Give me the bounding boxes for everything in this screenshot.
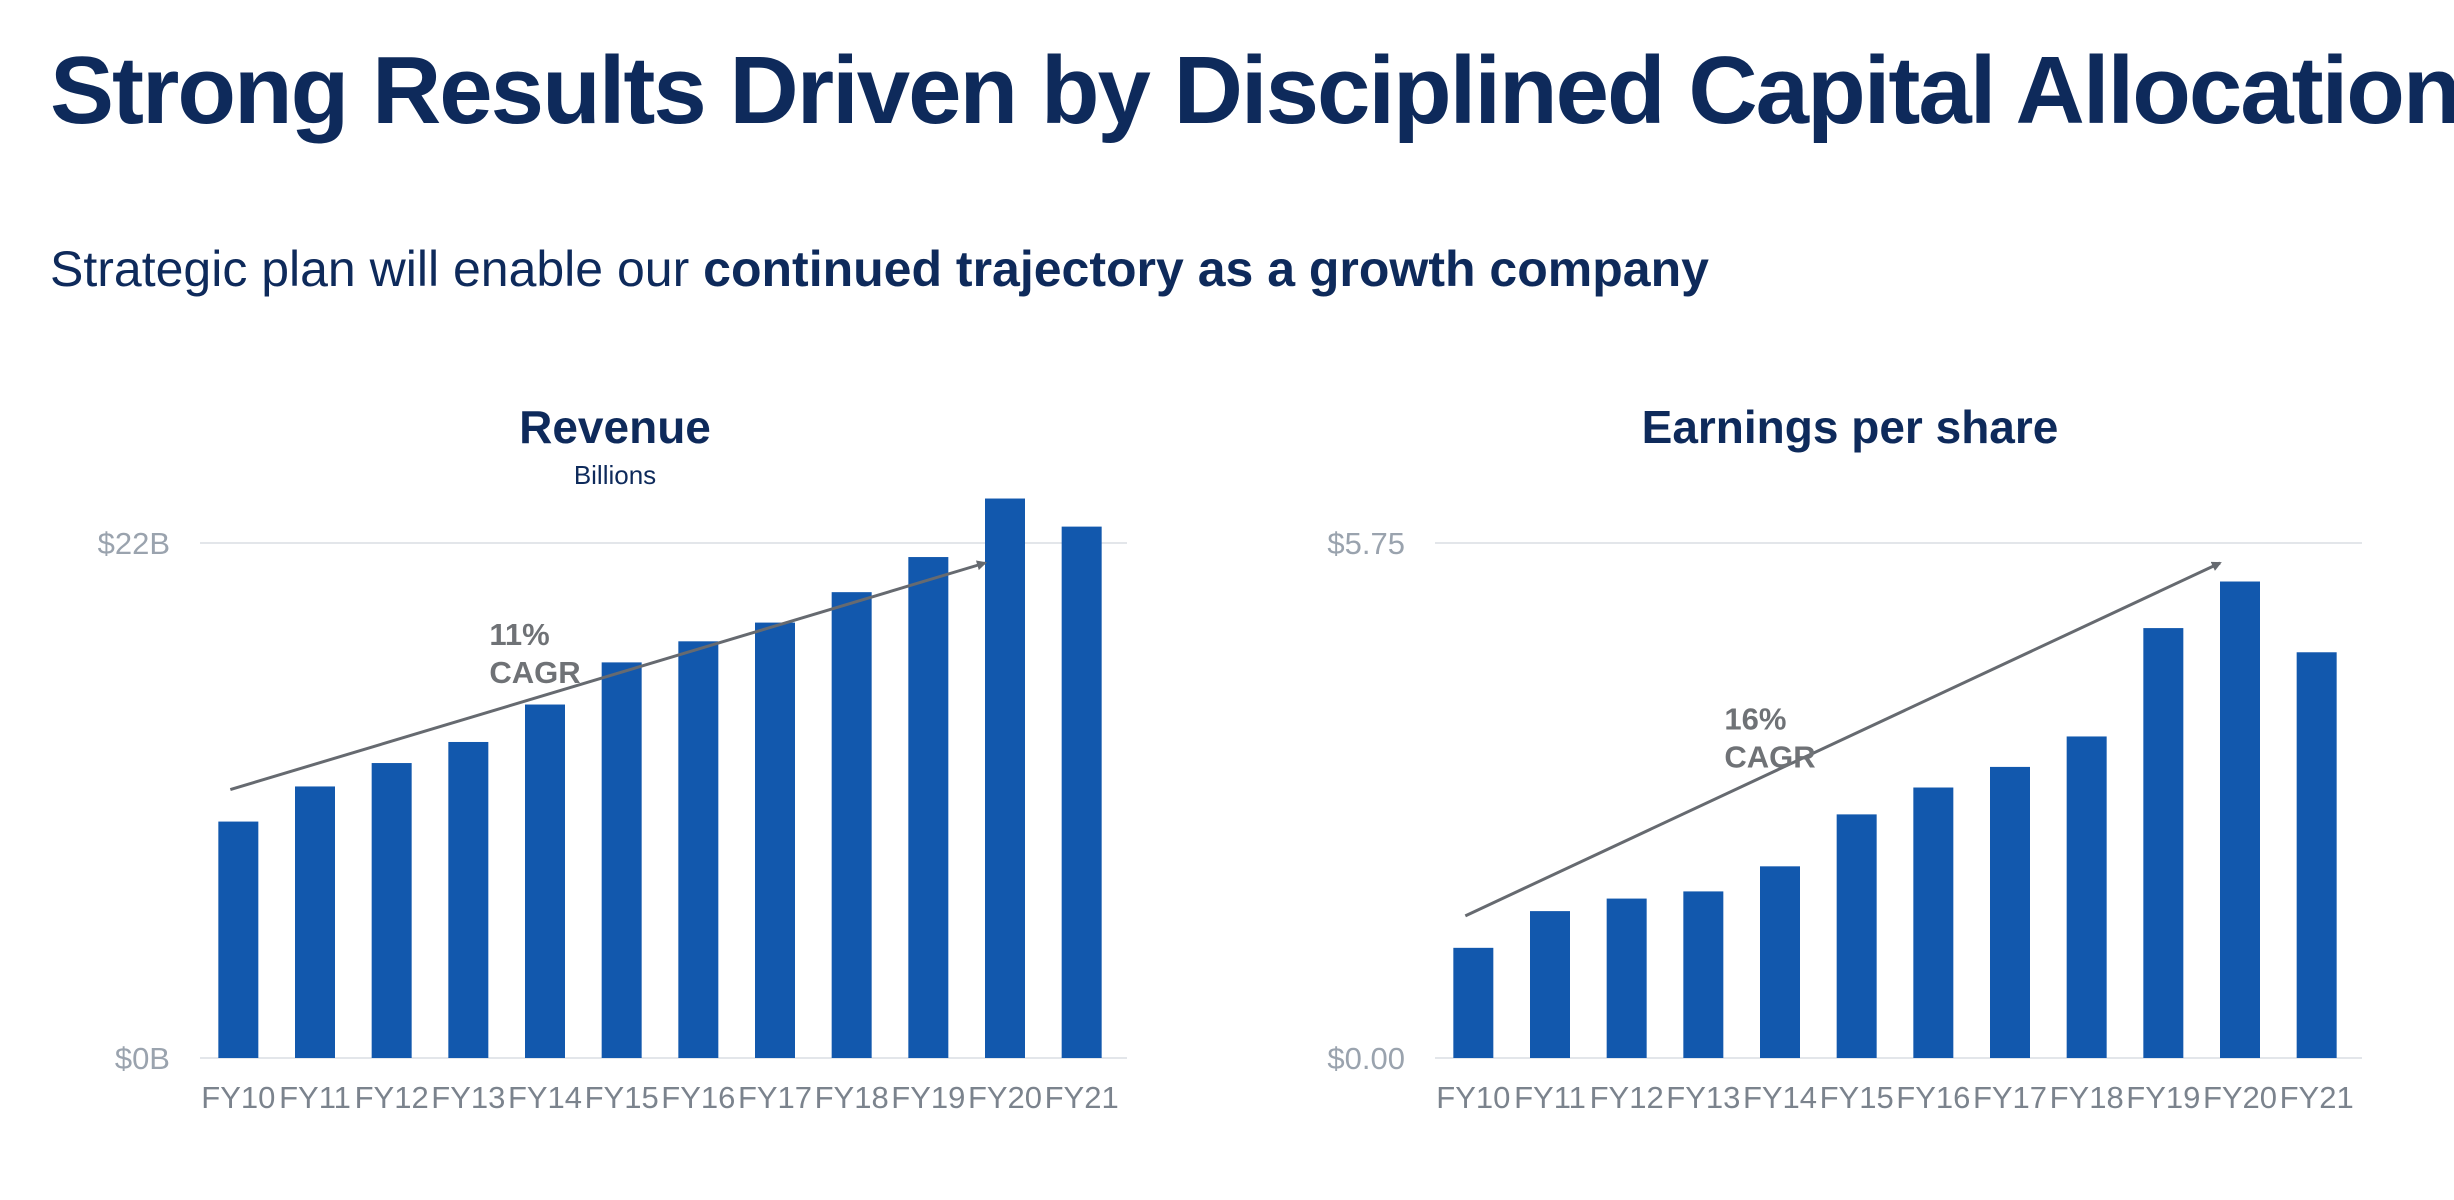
x-tick-label: FY21 xyxy=(2280,1080,2354,1115)
x-tick-label: FY12 xyxy=(355,1080,429,1115)
x-tick-label: FY19 xyxy=(2126,1080,2200,1115)
y-tick-label: $0.00 xyxy=(1327,1041,1405,1076)
x-tick-label: FY19 xyxy=(891,1080,965,1115)
bar-fy21 xyxy=(1061,526,1102,1058)
x-tick-label: FY17 xyxy=(1973,1080,2047,1115)
bar-fy19 xyxy=(2143,628,2184,1058)
bar-fy20 xyxy=(985,498,1025,1059)
bar-fy17 xyxy=(755,622,795,1058)
x-tick-label: FY12 xyxy=(1590,1080,1664,1115)
bar-fy10 xyxy=(218,821,259,1058)
bar-fy13 xyxy=(448,741,489,1058)
bar-fy20 xyxy=(2220,581,2260,1058)
revenue-chart-title: Revenue xyxy=(519,401,711,453)
bar-fy12 xyxy=(1606,898,1647,1058)
revenue-chart: Revenue Billions $0B $22B FY10 FY11 FY12 FY13… xyxy=(65,390,1165,1150)
x-tick-label: FY20 xyxy=(968,1080,1042,1115)
eps-chart-title: Earnings per share xyxy=(1641,401,2059,453)
cagr-label: CAGR xyxy=(1724,739,1815,774)
bar-fy17 xyxy=(1990,766,2030,1058)
x-tick-label: FY14 xyxy=(1743,1080,1817,1115)
y-tick-label: $22B xyxy=(98,526,170,561)
cagr-percent-label: 16% xyxy=(1724,701,1786,736)
x-tick-label: FY14 xyxy=(508,1080,582,1115)
x-tick-label: FY17 xyxy=(738,1080,812,1115)
cagr-trend-arrow xyxy=(229,560,987,792)
bar-fy11 xyxy=(295,786,335,1058)
eps-chart: Earnings per share $0.00 $5.75 FY10 FY11 FY1… xyxy=(1300,390,2400,1150)
x-tick-label: FY11 xyxy=(279,1080,351,1115)
bar-fy13 xyxy=(1683,891,1724,1058)
x-tick-label: FY13 xyxy=(431,1080,505,1115)
x-tick-label: FY10 xyxy=(1436,1080,1510,1115)
revenue-chart-unit: Billions xyxy=(573,460,657,490)
x-tick-label: FY21 xyxy=(1045,1080,1119,1115)
cagr-label: CAGR xyxy=(489,655,580,690)
x-tick-label: FY20 xyxy=(2203,1080,2277,1115)
x-tick-label: FY16 xyxy=(1896,1080,1970,1115)
subtitle-plain-text: Strategic plan will enable our xyxy=(50,241,704,297)
cagr-trend-arrow xyxy=(1464,561,2222,918)
bar-fy15 xyxy=(601,662,642,1058)
bar-fy18 xyxy=(2066,736,2107,1058)
subtitle-bold-text: continued trajectory as a growth company xyxy=(703,241,1709,297)
x-tick-label: FY15 xyxy=(1820,1080,1894,1115)
bar-fy18 xyxy=(831,592,872,1058)
page-title: Strong Results Driven by Disciplined Cap… xyxy=(50,37,2454,144)
cagr-percent-label: 11% xyxy=(489,617,549,652)
bar-fy15 xyxy=(1836,814,1877,1058)
bar-fy14 xyxy=(525,704,565,1058)
x-tick-label: FY18 xyxy=(2050,1080,2124,1115)
x-tick-label: FY10 xyxy=(201,1080,275,1115)
y-tick-label: $0B xyxy=(115,1041,170,1076)
bar-fy19 xyxy=(908,557,949,1058)
bar-fy12 xyxy=(371,763,412,1058)
x-tick-label: FY16 xyxy=(661,1080,735,1115)
bar-fy21 xyxy=(2296,652,2337,1058)
bar-fy14 xyxy=(1760,866,1800,1058)
x-tick-label: FY15 xyxy=(585,1080,659,1115)
bar-fy16 xyxy=(1913,787,1954,1058)
x-tick-label: FY13 xyxy=(1666,1080,1740,1115)
bar-fy11 xyxy=(1530,911,1570,1058)
y-tick-label: $5.75 xyxy=(1327,526,1405,561)
bar-fy10 xyxy=(1453,947,1494,1058)
x-tick-label: FY11 xyxy=(1514,1080,1586,1115)
bar-fy16 xyxy=(678,641,719,1058)
x-tick-label: FY18 xyxy=(815,1080,889,1115)
page-subtitle: Strategic plan will enable our continued… xyxy=(50,240,1709,298)
